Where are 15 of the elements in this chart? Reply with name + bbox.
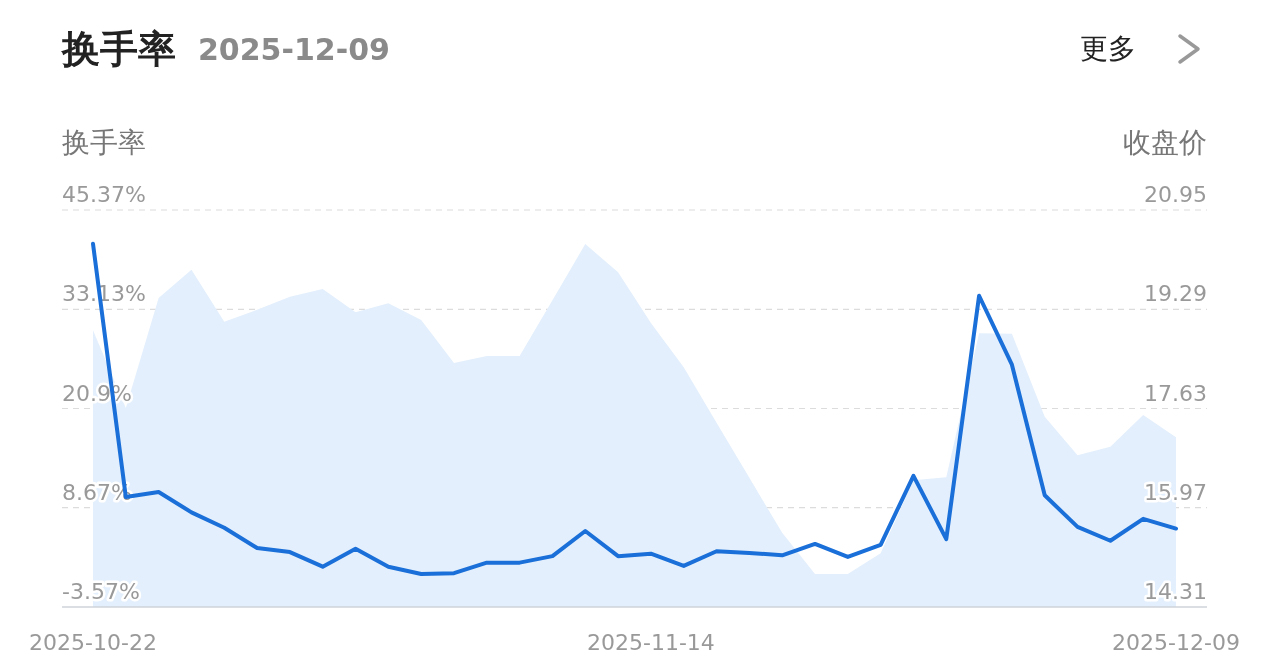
chart-subtitle: 2025-12-09	[198, 32, 390, 67]
y2-tick-label: 20.95	[1144, 182, 1207, 207]
y-tick-label: -3.57%	[62, 579, 140, 604]
x-tick-label: 2025-10-22	[29, 630, 157, 655]
y2-tick-label: 14.31	[1144, 579, 1207, 604]
y2-axis-title: 收盘价	[1123, 126, 1207, 159]
text: 更多	[1080, 32, 1136, 65]
y2-tick-label: 15.97	[1144, 479, 1207, 505]
y2-tick-label: 19.29	[1144, 281, 1207, 307]
y-tick-label: 45.37%	[62, 182, 146, 207]
y2-tick-label: 17.63	[1144, 380, 1207, 406]
y-axis-title: 换手率	[62, 126, 146, 159]
x-tick-label: 2025-11-14	[586, 630, 715, 655]
x-tick-label: 2025-12-09	[1112, 630, 1240, 655]
chart-title: 换手率	[61, 27, 176, 71]
